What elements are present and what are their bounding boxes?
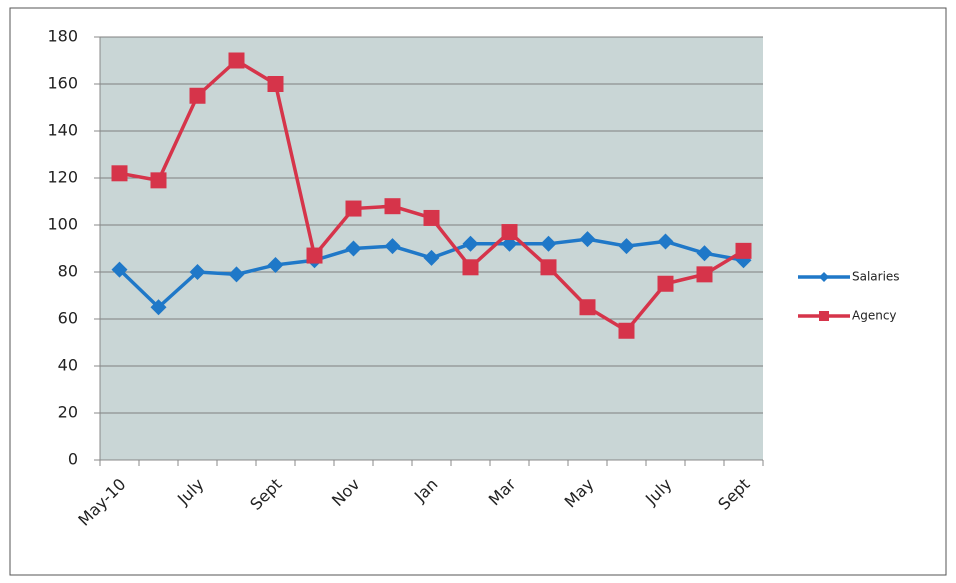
marker (189, 87, 206, 104)
legend-label: Agency (852, 309, 897, 323)
marker (696, 266, 713, 283)
marker (150, 172, 167, 189)
y-tick-label: 60 (58, 309, 78, 328)
y-tick-label: 140 (47, 121, 78, 140)
marker (111, 261, 128, 278)
marker (228, 52, 245, 69)
marker (540, 259, 557, 276)
marker (462, 235, 479, 252)
marker (657, 233, 674, 250)
marker (423, 249, 440, 266)
y-tick-label: 80 (58, 262, 78, 281)
marker (306, 247, 323, 264)
marker (228, 266, 245, 283)
marker (579, 231, 596, 248)
marker (657, 275, 674, 292)
marker (384, 198, 401, 215)
marker (111, 165, 128, 182)
marker (618, 322, 635, 339)
legend-marker (819, 311, 829, 321)
marker (267, 76, 284, 92)
legend-label: Salaries (852, 270, 900, 284)
y-tick-label: 40 (58, 356, 78, 375)
y-tick-label: 160 (47, 74, 78, 93)
marker (579, 299, 596, 316)
plot-area (100, 37, 763, 460)
marker (345, 200, 362, 217)
marker (345, 240, 362, 257)
marker (696, 245, 713, 262)
marker (501, 224, 518, 241)
y-tick-label: 180 (47, 27, 78, 46)
marker (150, 299, 167, 316)
marker (618, 238, 635, 255)
marker (462, 259, 479, 276)
marker (189, 264, 206, 280)
y-tick-label: 0 (68, 450, 78, 469)
marker (267, 256, 284, 273)
marker (384, 238, 401, 255)
legend-marker (819, 272, 829, 282)
marker (735, 242, 752, 259)
y-tick-label: 100 (47, 215, 78, 234)
y-tick-label: 120 (47, 168, 78, 187)
marker (423, 209, 440, 226)
y-tick-label: 20 (58, 403, 78, 422)
marker (540, 235, 557, 252)
